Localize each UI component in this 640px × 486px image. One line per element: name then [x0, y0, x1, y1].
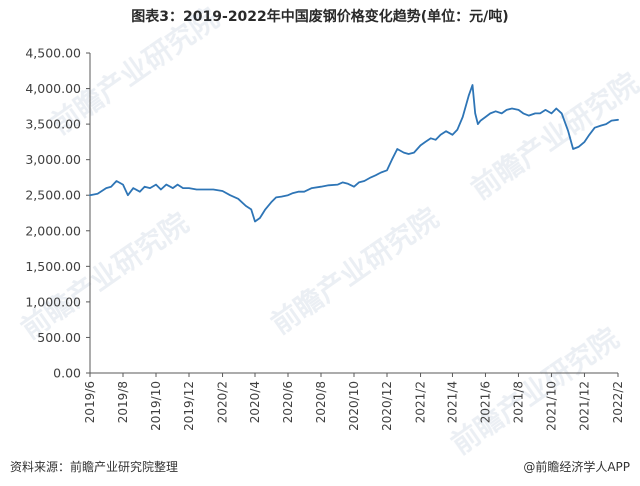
- y-tick-label: 2,000.00: [25, 223, 81, 238]
- x-tick-label: 2021/2: [414, 381, 428, 423]
- x-tick-label: 2020/4: [248, 381, 262, 423]
- y-tick-label: 3,000.00: [25, 152, 81, 167]
- y-tick-label: 2,500.00: [25, 188, 81, 203]
- x-tick-label: 2021/12: [577, 381, 591, 431]
- x-tick-label: 2021/4: [445, 381, 459, 423]
- x-tick-label: 2021/10: [544, 381, 558, 431]
- x-tick-label: 2019/6: [83, 381, 97, 423]
- y-tick-label: 3,500.00: [25, 117, 81, 132]
- x-tick-label: 2020/6: [281, 381, 295, 423]
- x-tick-label: 2021/6: [478, 381, 492, 423]
- credit-note: @前瞻经济学人APP: [523, 460, 630, 474]
- x-tick-label: 2020/8: [314, 381, 328, 423]
- y-tick-label: 500.00: [37, 330, 81, 345]
- x-tick-label: 2020/2: [216, 381, 230, 423]
- y-tick-label: 4,500.00: [25, 46, 81, 61]
- x-tick-label: 2020/10: [347, 381, 361, 431]
- x-tick-label: 2021/8: [511, 381, 525, 423]
- x-tick-label: 2020/12: [380, 381, 394, 431]
- x-tick-label: 2022/2: [611, 381, 625, 423]
- y-tick-label: 4,000.00: [25, 81, 81, 96]
- chart-title: 图表3：2019-2022年中国废钢价格变化趋势(单位：元/吨): [131, 9, 509, 25]
- watermark-logo: 前瞻产业研究院: [445, 321, 624, 460]
- y-axis-ticks: 0.00 500.00 1,000.00 1,500.00 2,000.00 2,500.…: [25, 46, 90, 381]
- x-axis-ticks: 2019/6 2019/8 2019/10 2019/12 2020/2 2020/4 20…: [83, 373, 625, 431]
- x-tick-label: 2019/10: [149, 381, 163, 431]
- watermark-logo: 前瞻产业研究院: [265, 201, 444, 340]
- x-tick-label: 2019/12: [182, 381, 196, 431]
- source-note: 资料来源：前瞻产业研究院整理: [10, 460, 179, 474]
- series-line-0: [89, 84, 619, 223]
- watermark-logo: 前瞻产业研究院: [465, 66, 640, 205]
- y-tick-label: 0.00: [53, 366, 81, 381]
- y-tick-label: 1,000.00: [25, 294, 81, 309]
- y-tick-label: 1,500.00: [25, 259, 81, 274]
- x-tick-label: 2019/8: [116, 381, 130, 423]
- series-group: [89, 84, 619, 223]
